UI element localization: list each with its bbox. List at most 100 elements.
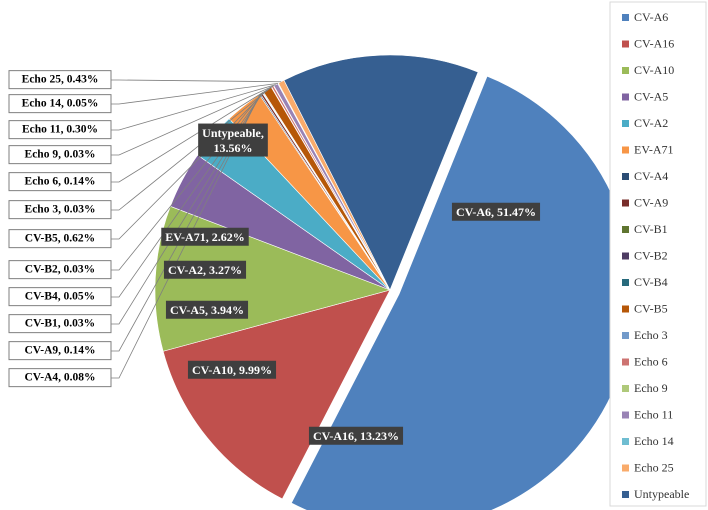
legend-swatch-cv-b4 [622, 279, 629, 286]
legend-item-cv-a4: CV-A4 [622, 169, 668, 183]
data-label-box-ev-a71 [161, 227, 249, 246]
legend-swatch-echo-3 [622, 332, 629, 339]
callout-text-cv-b2: CV-B2, 0.03% [25, 264, 95, 276]
legend-item-cv-a5: CV-A5 [622, 89, 668, 103]
callout-box-echo-25 [8, 70, 112, 90]
callout-echo-6: Echo 6, 0.14% [8, 172, 112, 192]
callout-text-cv-a9: CV-A9, 0.14% [24, 345, 95, 357]
callout-cv-b2: CV-B2, 0.03% [8, 260, 112, 280]
legend-item-untypeable: Untypeable [622, 487, 689, 501]
legend-label-echo-6: Echo 6 [634, 354, 668, 368]
legend: CV-A6 CV-A16 CV-A10 CV-A5 CV-A2 EV-A71 CV-A4 CV… [609, 1, 707, 507]
legend-label-cv-a4: CV-A4 [634, 169, 668, 183]
legend-label-echo-3: Echo 3 [634, 328, 668, 342]
slice-cv-a16 [162, 289, 391, 500]
data-label-box-cv-a2 [163, 260, 247, 279]
data-label-cv-a6: CV-A6, 51.47% [451, 202, 541, 221]
callout-text-cv-b5: CV-B5, 0.62% [25, 233, 95, 245]
data-label-box-cv-a10 [187, 360, 277, 379]
data-label-cv-a5: CV-A5, 3.94% [165, 300, 249, 319]
legend-label-cv-b1: CV-B1 [634, 222, 668, 236]
callout-text-cv-b4: CV-B4, 0.05% [25, 291, 95, 303]
legend-item-cv-a16: CV-A16 [622, 36, 674, 50]
data-label-text-cv-a2: CV-A2, 3.27% [168, 263, 242, 277]
data-label-box-cv-a16 [308, 426, 404, 445]
data-label-cv-a16: CV-A16, 13.23% [308, 426, 404, 445]
data-label-text-cv-a10: CV-A10, 9.99% [192, 363, 272, 377]
data-label-ev-a71: EV-A71, 2.62% [161, 227, 249, 246]
legend-label-cv-a2: CV-A2 [634, 116, 668, 130]
legend-item-cv-a9: CV-A9 [622, 195, 668, 209]
legend-swatch-echo-14 [622, 438, 629, 445]
legend-item-echo-14: Echo 14 [622, 434, 674, 448]
legend-item-ev-a71: EV-A71 [622, 142, 674, 156]
callout-box-cv-b5 [8, 229, 112, 249]
legend-item-cv-a10: CV-A10 [622, 63, 674, 77]
callout-box-echo-6 [8, 172, 112, 192]
legend-label-cv-a5: CV-A5 [634, 89, 668, 103]
legend-label-echo-25: Echo 25 [634, 460, 674, 474]
callout-box-echo-11 [8, 120, 112, 140]
legend-label-cv-b4: CV-B4 [634, 275, 668, 289]
legend-item-echo-3: Echo 3 [622, 328, 668, 342]
legend-item-cv-b2: CV-B2 [622, 248, 668, 262]
legend-swatch-cv-a10 [622, 67, 629, 74]
legend-swatch-echo-25 [622, 464, 629, 472]
legend-label-cv-a10: CV-A10 [634, 63, 674, 77]
legend-swatch-cv-a9 [622, 199, 629, 207]
legend-swatch-cv-a4 [622, 173, 629, 180]
callout-box-cv-b4 [8, 287, 112, 307]
slice-untypeable [283, 54, 479, 291]
callout-box-echo-3 [8, 200, 112, 220]
callout-box-echo-14 [8, 94, 112, 114]
leader-line-echo-6 [111, 86, 273, 183]
data-label-cv-a10: CV-A10, 9.99% [187, 360, 277, 379]
callout-text-cv-a4: CV-A4, 0.08% [24, 372, 95, 384]
callout-echo-11: Echo 11, 0.30% [8, 120, 112, 140]
callout-box-cv-a4 [8, 368, 112, 388]
callout-cv-b4: CV-B4, 0.05% [8, 287, 112, 307]
legend-swatch-cv-a6 [622, 14, 629, 21]
data-label-untypeable: Untypeable, 13.56% [198, 123, 268, 157]
legend-swatch-echo-9 [622, 385, 629, 392]
data-label-text-ev-a71: EV-A71, 2.62% [165, 230, 244, 244]
leader-line-echo-11 [111, 84, 276, 131]
legend-label-cv-b2: CV-B2 [634, 248, 668, 262]
callout-box-cv-b1 [8, 314, 112, 334]
legend-item-cv-a2: CV-A2 [622, 116, 668, 130]
callout-text-cv-b1: CV-B1, 0.03% [25, 318, 95, 330]
data-label-box-cv-a6 [451, 202, 541, 221]
callout-cv-b1: CV-B1, 0.03% [8, 314, 112, 334]
legend-item-echo-25: Echo 25 [622, 460, 674, 474]
legend-swatch-ev-a71 [622, 146, 629, 154]
legend-item-cv-b4: CV-B4 [622, 275, 668, 289]
legend-label-ev-a71: EV-A71 [634, 142, 674, 156]
legend-item-echo-6: Echo 6 [622, 354, 668, 368]
legend-swatch-cv-a5 [622, 93, 629, 101]
callout-box-cv-b2 [8, 260, 112, 280]
callout-text-echo-9: Echo 9, 0.03% [25, 149, 96, 161]
legend-label-cv-a9: CV-A9 [634, 195, 668, 209]
legend-label-cv-a6: CV-A6 [634, 10, 668, 24]
callout-text-echo-14: Echo 14, 0.05% [22, 98, 99, 110]
callout-echo-9: Echo 9, 0.03% [8, 145, 112, 165]
legend-swatch-echo-11 [622, 411, 629, 419]
callout-text-echo-11: Echo 11, 0.30% [22, 124, 98, 136]
data-label-box-cv-a5 [165, 300, 249, 319]
legend-item-cv-a6: CV-A6 [622, 10, 668, 24]
data-label-text-untypeable: Untypeable, 13.56% [202, 126, 264, 155]
legend-label-cv-b5: CV-B5 [634, 301, 668, 315]
data-labels: CV-A6, 51.47% CV-A16, 13.23% CV-A10, 9.99%… [8, 70, 541, 445]
callout-text-echo-25: Echo 25, 0.43% [22, 74, 99, 86]
legend-swatch-cv-b5 [622, 305, 629, 313]
callout-text-echo-3: Echo 3, 0.03% [25, 204, 96, 216]
leader-line-echo-14 [111, 82, 279, 105]
leader-line-cv-a9 [111, 93, 262, 352]
legend-item-echo-11: Echo 11 [622, 407, 673, 421]
leader-line-echo-9 [111, 85, 274, 156]
legend-label-cv-a16: CV-A16 [634, 36, 674, 50]
legend-label-echo-9: Echo 9 [634, 381, 668, 395]
legend-item-cv-b1: CV-B1 [622, 222, 668, 236]
legend-swatch-cv-a16 [622, 40, 629, 48]
